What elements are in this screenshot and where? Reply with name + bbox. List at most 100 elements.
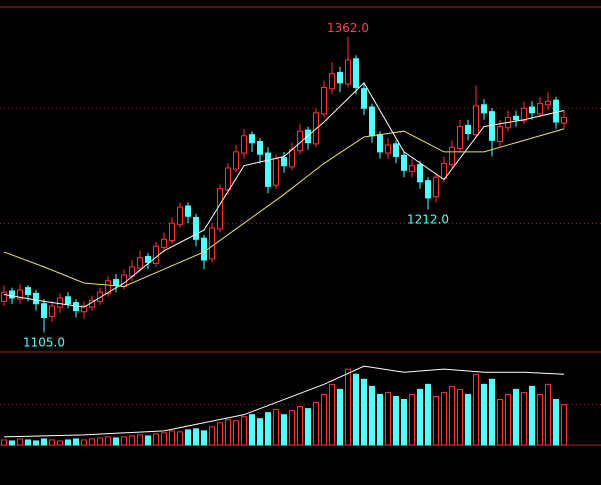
volume-bar: [105, 436, 111, 446]
candle-body: [481, 104, 487, 114]
volume-bar: [257, 418, 263, 446]
volume-bar: [305, 408, 311, 446]
moving-average: [3, 82, 565, 308]
volume-bar: [273, 409, 279, 446]
volume-bar: [177, 431, 183, 446]
candle-body: [137, 257, 143, 269]
volume-bar: [65, 439, 71, 446]
candle-body: [401, 154, 407, 171]
volume-bar: [153, 433, 159, 446]
volume-bar: [481, 383, 487, 446]
volume-bar: [385, 391, 391, 446]
volume-bar: [561, 404, 567, 446]
volume-bar: [521, 391, 527, 446]
volume-bar: [89, 438, 95, 446]
volume-bar: [9, 440, 15, 446]
volume-bar: [57, 440, 63, 446]
volume-bar: [505, 393, 511, 446]
volume-bar: [169, 430, 175, 446]
candle-body: [241, 135, 247, 154]
candle-body: [497, 126, 503, 143]
candle-body: [201, 237, 207, 261]
volume-bar: [217, 422, 223, 446]
volume-bar: [209, 426, 215, 446]
candle-body: [97, 291, 103, 302]
volume-bar: [449, 385, 455, 446]
volume-bar: [337, 388, 343, 446]
volume-bar: [281, 414, 287, 446]
volume-bar: [321, 393, 327, 446]
volume-bar: [489, 378, 495, 446]
price-annotation: 1212.0: [407, 212, 449, 226]
volume-bar: [433, 395, 439, 446]
volume-bar: [417, 388, 423, 446]
candle-body: [225, 167, 231, 191]
volume-bar: [473, 373, 479, 446]
candle-body: [121, 274, 127, 287]
volume-bar: [17, 438, 23, 446]
candle-body: [17, 289, 23, 300]
candle-body: [273, 158, 279, 186]
volume-bar: [537, 393, 543, 446]
candle-body: [417, 164, 423, 183]
price-annotation: 1362.0: [327, 21, 369, 35]
volume-bar: [313, 402, 319, 446]
volume-bar: [185, 429, 191, 446]
candle-body: [441, 162, 447, 179]
volume-bar: [113, 437, 119, 446]
volume-bar: [545, 383, 551, 446]
candle-body: [281, 157, 287, 167]
candle-body: [529, 106, 535, 114]
candle-body: [513, 115, 519, 121]
volume-bar: [497, 399, 503, 446]
candle-body: [233, 151, 239, 170]
volume-bar: [145, 435, 151, 446]
volume-bar: [33, 440, 39, 446]
candle-body: [457, 126, 463, 149]
candle-body: [249, 134, 255, 144]
moving-average: [3, 365, 565, 438]
candle-body: [9, 290, 15, 299]
candle-body: [217, 188, 223, 230]
candle-body: [25, 287, 31, 296]
candle-body: [161, 238, 167, 248]
candle-body: [33, 292, 39, 305]
candle-body: [409, 165, 415, 172]
volume-bar: [49, 439, 55, 446]
volume-bar: [241, 416, 247, 446]
volume-bar: [81, 439, 87, 446]
candle-body: [153, 245, 159, 264]
volume-bar: [369, 385, 375, 446]
candle-body: [545, 100, 551, 106]
volume-bar: [73, 438, 79, 446]
volume-bar: [393, 395, 399, 446]
volume-bar: [249, 414, 255, 446]
volume-bar: [137, 434, 143, 446]
volume-bar: [297, 406, 303, 446]
candle-body: [289, 149, 295, 168]
candle-body: [329, 73, 335, 90]
volume-bar: [161, 432, 167, 446]
volume-bar: [361, 378, 367, 446]
volume-bar: [553, 399, 559, 446]
volume-bar: [97, 437, 103, 446]
volume-bar: [401, 399, 407, 446]
candle-body: [537, 103, 543, 115]
candle-body: [257, 141, 263, 155]
volume-bar: [121, 436, 127, 446]
volume-bar: [265, 412, 271, 446]
volume-bar: [441, 391, 447, 446]
volume-bar: [409, 393, 415, 446]
candle-body: [393, 143, 399, 158]
volume-bar: [129, 435, 135, 446]
candle-body: [433, 176, 439, 198]
candle-body: [81, 305, 87, 313]
candle-body: [361, 88, 367, 109]
candle-body: [369, 106, 375, 137]
volume-bar: [377, 393, 383, 446]
candle-body: [561, 116, 567, 124]
candle-body: [169, 222, 175, 241]
volume-bar: [233, 420, 239, 446]
